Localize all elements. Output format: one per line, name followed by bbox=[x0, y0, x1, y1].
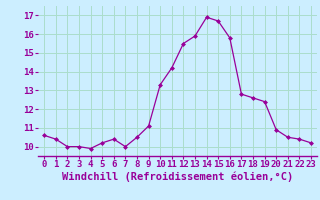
X-axis label: Windchill (Refroidissement éolien,°C): Windchill (Refroidissement éolien,°C) bbox=[62, 172, 293, 182]
